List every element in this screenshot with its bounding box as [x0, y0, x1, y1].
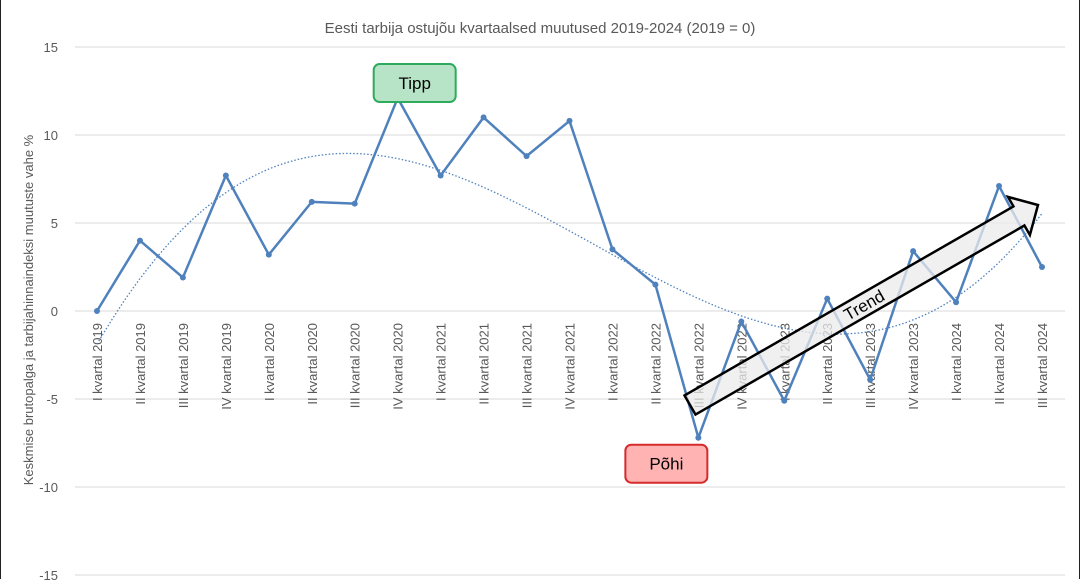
callout-label: Põhi — [649, 455, 683, 474]
x-tick-label: IV kvartal 2023 — [906, 323, 921, 410]
x-tick-label: I kvartal 2019 — [90, 323, 105, 401]
callout-box — [624, 443, 709, 484]
data-point — [222, 172, 229, 179]
data-point — [437, 172, 444, 179]
data-point — [824, 295, 831, 302]
data-point — [652, 281, 659, 288]
x-tick-label: IV kvartal 2020 — [391, 323, 406, 410]
x-tick-label: III kvartal 2020 — [348, 323, 363, 408]
x-tick-label: II kvartal 2024 — [992, 323, 1007, 405]
y-tick-label: -5 — [46, 392, 58, 407]
x-tick-label: II kvartal 2022 — [648, 323, 663, 405]
y-tick-label: 0 — [51, 304, 58, 319]
x-tick-label: II kvartal 2020 — [305, 323, 320, 405]
x-tick-label: III kvartal 2021 — [520, 323, 535, 408]
x-tick-label: I kvartal 2022 — [605, 323, 620, 401]
data-point — [781, 397, 788, 404]
y-tick-label: 15 — [44, 40, 58, 55]
data-point — [996, 183, 1003, 190]
data-point — [867, 376, 874, 383]
data-point — [695, 434, 702, 441]
callout-box — [372, 63, 457, 104]
callout-trough: Põhi — [624, 443, 709, 484]
callout-label: Tipp — [398, 74, 430, 93]
x-tick-label: I kvartal 2021 — [434, 323, 449, 401]
x-tick-label: III kvartal 2019 — [176, 323, 191, 408]
callout-peak: Tipp — [372, 63, 457, 104]
data-point — [738, 318, 745, 325]
data-point — [609, 246, 616, 253]
y-tick-label: 5 — [51, 216, 58, 231]
x-tick-label: II kvartal 2023 — [820, 323, 835, 405]
x-tick-label: IV kvartal 2021 — [563, 323, 578, 410]
data-point — [179, 274, 186, 281]
x-tick-label: II kvartal 2019 — [133, 323, 148, 405]
x-tick-label: I kvartal 2024 — [949, 323, 964, 401]
chart-title: Eesti tarbija ostujõu kvartaalsed muutus… — [325, 20, 756, 37]
trendline — [96, 152, 1043, 345]
data-point — [910, 248, 917, 255]
y-tick-label: -15 — [39, 568, 58, 581]
data-point — [480, 114, 487, 121]
x-tick-label: I kvartal 2020 — [262, 323, 277, 401]
data-point — [308, 198, 315, 205]
x-tick-label: III kvartal 2024 — [1035, 323, 1050, 408]
y-tick-label: -10 — [39, 480, 58, 495]
y-axis-label: Keskmise brutopalga ja tarbijahinnaindek… — [21, 134, 36, 485]
x-tick-label: IV kvartal 2019 — [219, 323, 234, 410]
y-tick-label: 10 — [44, 128, 58, 143]
x-tick-label: II kvartal 2021 — [477, 323, 492, 405]
data-point — [94, 308, 100, 314]
data-point — [523, 153, 530, 160]
trend-arrow: Trend — [682, 194, 1040, 417]
data-point — [351, 200, 358, 207]
data-point — [136, 237, 143, 244]
data-point — [265, 251, 272, 258]
x-tick-label: III kvartal 2023 — [863, 323, 878, 408]
data-point — [953, 299, 960, 306]
data-point — [1039, 264, 1045, 270]
arrow-shape — [682, 194, 1040, 417]
data-point — [566, 117, 573, 124]
